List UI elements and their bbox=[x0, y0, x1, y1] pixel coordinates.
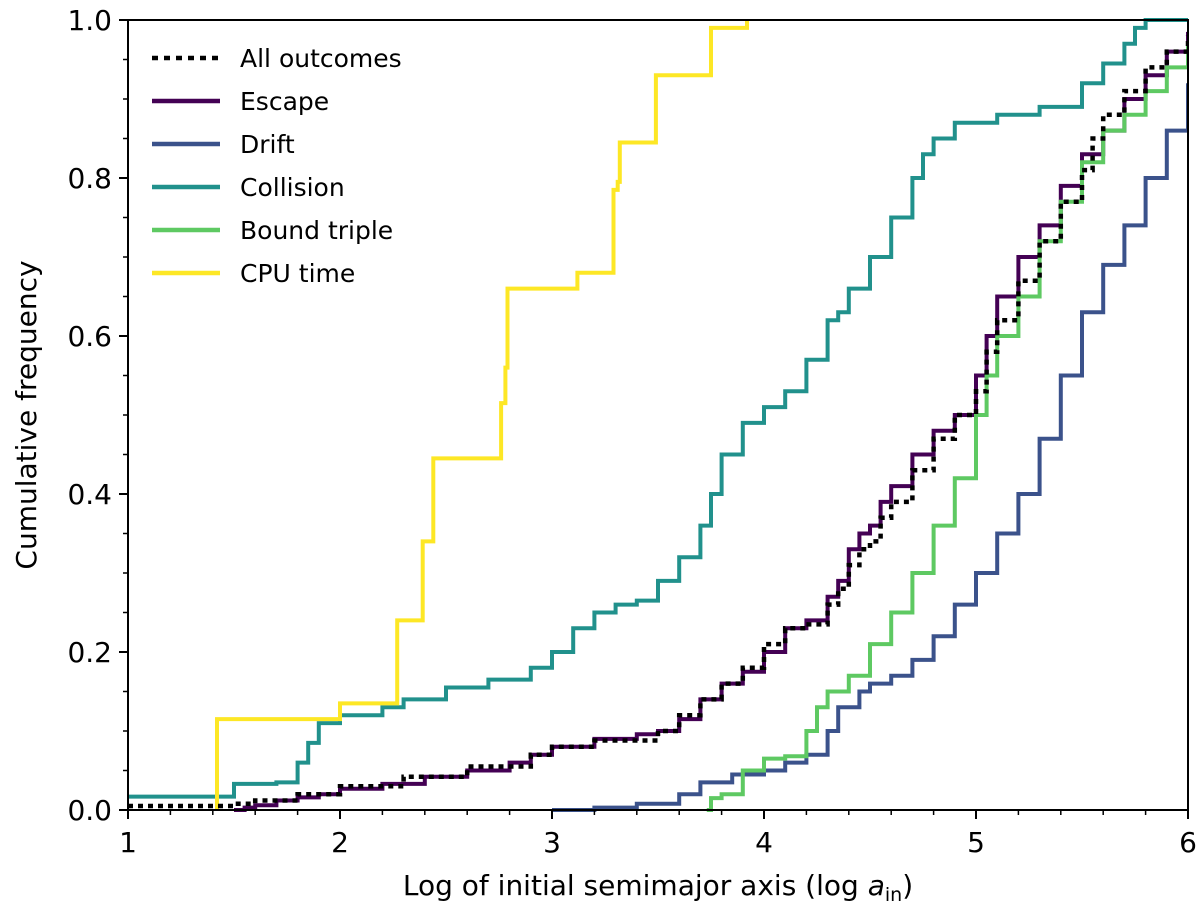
x-tick-label: 1 bbox=[119, 826, 137, 859]
legend-label-drift: Drift bbox=[240, 130, 295, 159]
x-axis-label-subscript: in bbox=[885, 884, 902, 906]
legend-label-collision: Collision bbox=[240, 173, 345, 202]
series-line-escape bbox=[234, 31, 1188, 812]
series-line-collision bbox=[128, 18, 1188, 799]
legend: All outcomes Escape Drift Collision Bound tr… bbox=[152, 44, 402, 288]
legend-label-escape: Escape bbox=[240, 87, 329, 116]
series-line-drift bbox=[552, 83, 1188, 812]
legend-label-all-outcomes: All outcomes bbox=[240, 44, 402, 73]
y-tick-label: 0.8 bbox=[67, 162, 112, 195]
ticks-layer: 1 2 3 4 5 6 0.0 0.2 0.4 0.6 0.8 1.0 bbox=[67, 4, 1196, 859]
y-tick-label: 0.2 bbox=[67, 636, 112, 669]
y-axis-label: Cumulative frequency bbox=[10, 260, 43, 569]
x-tick-label: 3 bbox=[543, 826, 561, 859]
y-tick-label: 0.6 bbox=[67, 320, 112, 353]
y-tick-label: 0.0 bbox=[67, 794, 112, 827]
x-axis-label-text: Log of initial semimajor axis (log bbox=[403, 869, 868, 902]
x-axis-label: Log of initial semimajor axis (log ain) bbox=[403, 869, 913, 906]
y-tick-label: 0.4 bbox=[67, 478, 112, 511]
series-layer bbox=[128, 18, 1188, 812]
x-tick-label: 4 bbox=[755, 826, 773, 859]
x-axis-label-suffix: ) bbox=[902, 869, 913, 902]
x-axis-label-symbol: a bbox=[868, 869, 885, 902]
x-tick-label: 2 bbox=[331, 826, 349, 859]
x-tick-label: 6 bbox=[1179, 826, 1197, 859]
legend-label-bound-triple: Bound triple bbox=[240, 216, 393, 245]
series-line-all-outcomes bbox=[128, 35, 1188, 809]
series-line-cpu-time bbox=[215, 20, 749, 810]
y-tick-label: 1.0 bbox=[67, 4, 112, 37]
legend-label-cpu-time: CPU time bbox=[240, 259, 355, 288]
x-tick-label: 5 bbox=[967, 826, 985, 859]
series-line-bound-triple bbox=[706, 43, 1188, 812]
